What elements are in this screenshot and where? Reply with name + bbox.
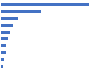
Bar: [1, 31, 10, 34]
Bar: [1, 65, 3, 68]
Bar: [1, 3, 89, 6]
Bar: [1, 51, 6, 54]
Bar: [1, 10, 41, 13]
Bar: [1, 17, 18, 20]
Bar: [1, 44, 6, 47]
Bar: [1, 58, 4, 61]
Bar: [1, 24, 13, 27]
Bar: [1, 37, 8, 40]
